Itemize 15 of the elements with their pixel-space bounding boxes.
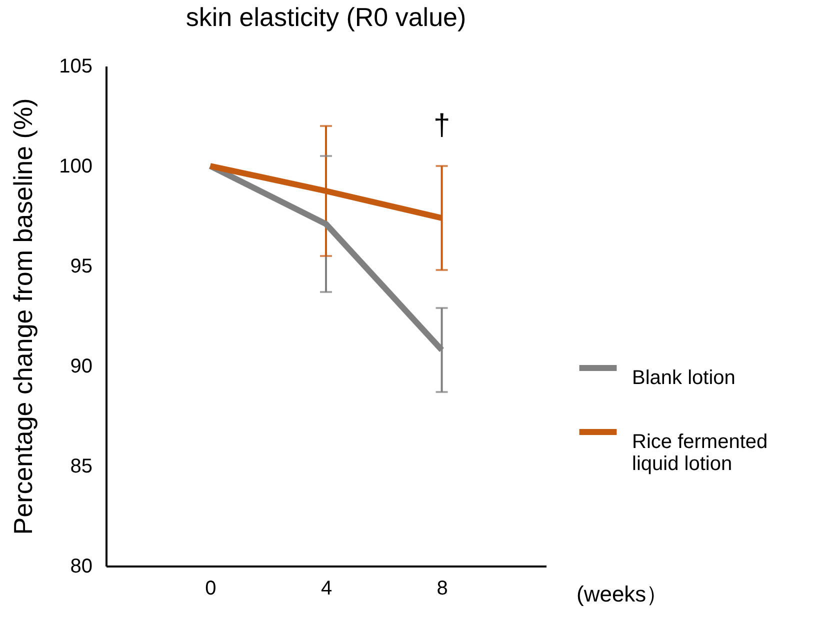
x-tick-label: 4 xyxy=(320,578,332,600)
y-axis-title: Percentage change from baseline (%) xyxy=(8,98,38,535)
x-tick-label: 8 xyxy=(436,578,448,600)
legend-label: Blank lotion xyxy=(632,367,736,389)
x-tick-label: 0 xyxy=(205,578,216,600)
y-tick-label: 85 xyxy=(70,456,92,478)
chart-title: skin elasticity (R0 value) xyxy=(186,2,466,32)
y-tick-label: 105 xyxy=(59,56,92,78)
y-tick-label: 90 xyxy=(70,356,92,378)
x-axis-title: (weeks） xyxy=(576,582,668,606)
annotation: † xyxy=(433,109,450,142)
y-tick-label: 95 xyxy=(70,256,92,278)
y-tick-label: 100 xyxy=(59,156,92,178)
legend-label: Rice fermented liquid lotion xyxy=(632,431,768,475)
y-tick-label: 80 xyxy=(70,556,92,578)
